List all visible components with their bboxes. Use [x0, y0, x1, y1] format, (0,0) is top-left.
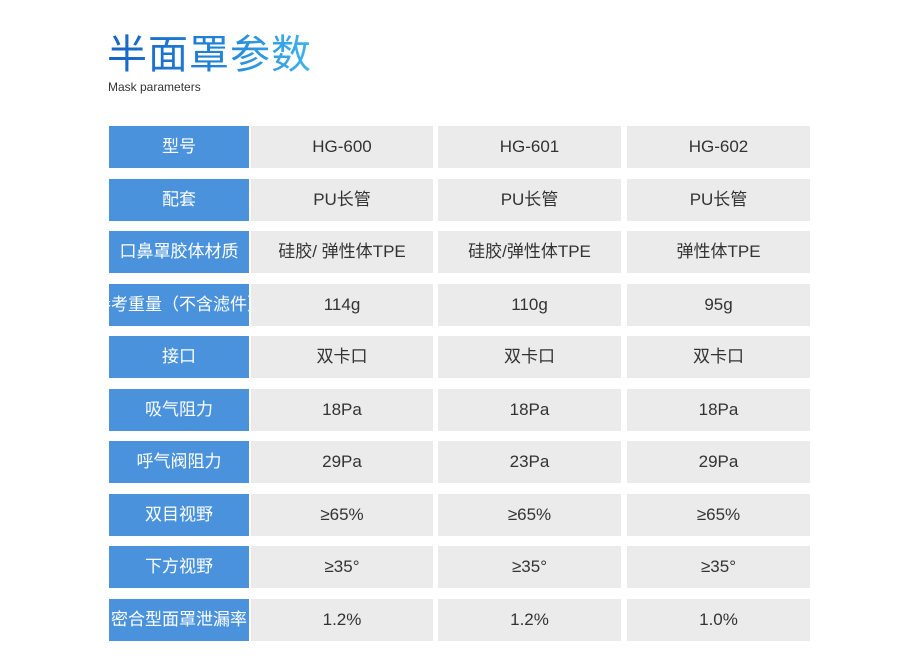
cell-value: 1.2%	[251, 598, 433, 641]
cell-value: 29Pa	[251, 441, 433, 483]
cell-value: 1.2%	[438, 598, 621, 641]
cell-value: ≥35°	[251, 546, 433, 588]
cell-value: 弹性体TPE	[627, 231, 810, 273]
cell-value: 1.0%	[627, 598, 810, 641]
cell-value: HG-602	[627, 126, 810, 168]
cell-value: 18Pa	[251, 388, 433, 431]
row-label: 下方视野	[109, 546, 249, 588]
cell-value: ≥65%	[438, 493, 621, 536]
cell-value: 硅胶/ 弹性体TPE	[251, 231, 433, 273]
row-label: 双目视野	[109, 493, 249, 536]
cell-value: HG-600	[251, 126, 433, 168]
cell-value: 110g	[438, 283, 621, 326]
cell-value: 双卡口	[627, 336, 810, 378]
cell-value: 双卡口	[438, 336, 621, 378]
cell-value: ≥35°	[438, 546, 621, 588]
cell-value: HG-601	[438, 126, 621, 168]
cell-value: 23Pa	[438, 441, 621, 483]
row-label: 接口	[109, 336, 249, 378]
cell-value: 18Pa	[438, 388, 621, 431]
cell-value: 18Pa	[627, 388, 810, 431]
subtitle: Mask parameters	[108, 80, 201, 94]
cell-value: 硅胶/弹性体TPE	[438, 231, 621, 273]
row-label: 密合型面罩泄漏率	[109, 598, 249, 641]
cell-value: ≥65%	[251, 493, 433, 536]
cell-value: 95g	[627, 283, 810, 326]
cell-value: ≥65%	[627, 493, 810, 536]
row-label: 口鼻罩胶体材质	[109, 231, 249, 273]
row-label: 参考重量（不含滤件）	[109, 283, 249, 326]
cell-value: 29Pa	[627, 441, 810, 483]
cell-value: PU长管	[627, 178, 810, 221]
cell-value: PU长管	[438, 178, 621, 221]
cell-value: 114g	[251, 283, 433, 326]
row-label: 型号	[109, 126, 249, 168]
cell-value: 双卡口	[251, 336, 433, 378]
row-label: 呼气阀阻力	[109, 441, 249, 483]
row-label: 配套	[109, 178, 249, 221]
cell-value: ≥35°	[627, 546, 810, 588]
title: 半面罩参数	[107, 30, 312, 80]
cell-value: PU长管	[251, 178, 433, 221]
row-label: 吸气阻力	[109, 388, 249, 431]
